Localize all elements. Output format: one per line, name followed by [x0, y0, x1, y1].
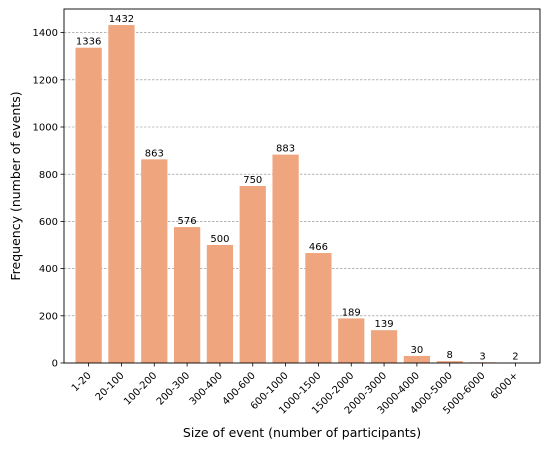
- plot-frame: [63, 8, 541, 364]
- bar-value-label: 3: [479, 351, 485, 362]
- bar: [141, 159, 168, 363]
- y-tick-label: 1200: [33, 75, 58, 86]
- x-tick-label: 300-400: [188, 370, 225, 407]
- bar: [173, 227, 201, 363]
- bar: [239, 186, 266, 363]
- bar-value-label: 576: [178, 216, 197, 227]
- y-tick-label: 800: [39, 170, 58, 181]
- bar-value-label: 1432: [109, 14, 134, 25]
- bar-value-label: 139: [375, 319, 394, 330]
- y-tick-label: 1400: [33, 28, 58, 39]
- bar: [305, 253, 332, 363]
- bar-value-label: 466: [309, 242, 328, 253]
- bar: [338, 318, 365, 363]
- x-tick-label: 20-100: [94, 370, 127, 403]
- y-tick-label: 600: [39, 217, 58, 228]
- bar-value-label: 883: [276, 144, 295, 155]
- bar: [272, 154, 299, 363]
- x-tick-label: 200-300: [155, 370, 192, 407]
- x-axis: 1-20 20-100100-200200-300300-400400-60060…: [70, 363, 521, 417]
- grid-lines: [64, 32, 540, 364]
- bars: [75, 25, 529, 363]
- bar-value-label: 2: [512, 352, 518, 363]
- bar-value-label: 863: [145, 148, 164, 159]
- bar-value-label: 30: [411, 345, 424, 356]
- data-labels: 1336 1432 863 576 500 750 883 466 189 139 30 8 3 2: [76, 14, 519, 362]
- bar-value-label: 750: [243, 175, 262, 186]
- x-axis-label: Size of event (number of participants): [183, 425, 421, 440]
- x-tick-label: 100-200: [122, 370, 159, 407]
- x-tick-label: 6000+: [489, 370, 521, 402]
- x-tick-label: 1-20: [70, 370, 94, 394]
- bar-value-label: 8: [447, 350, 453, 361]
- y-tick-label: 1000: [33, 123, 58, 134]
- bar-value-label: 1336: [76, 37, 101, 48]
- bar-value-label: 500: [210, 234, 229, 245]
- bar: [370, 330, 398, 363]
- bar: [436, 361, 463, 363]
- bar: [403, 355, 431, 363]
- y-tick-label: 400: [39, 264, 58, 275]
- bar: [108, 25, 135, 363]
- y-tick-label: 200: [39, 311, 58, 322]
- y-axis: 0 200 400 600 800 1000 1200 1400: [33, 28, 64, 370]
- bar: [206, 245, 234, 363]
- bar: [75, 47, 102, 363]
- y-axis-label: Frequency (number of events): [8, 91, 23, 280]
- bar-value-label: 189: [342, 307, 361, 318]
- y-tick-label: 0: [52, 359, 58, 370]
